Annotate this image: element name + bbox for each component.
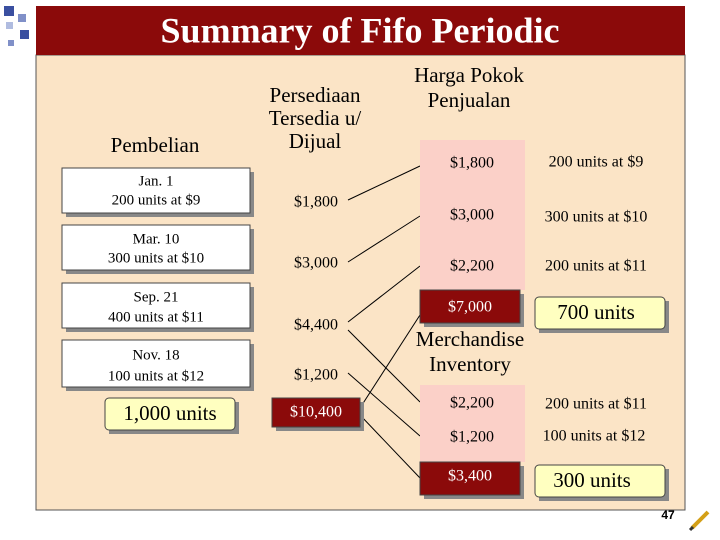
cogs-total: $7,000 [448, 299, 492, 316]
purchase-detail: 100 units at $12 [108, 368, 204, 384]
column-header: Harga Pokok [414, 63, 524, 87]
inventory-total: $3,400 [448, 468, 492, 485]
inventory-column [420, 385, 525, 462]
available-values: $1,800 $3,000 $4,400 $1,200 $10,400 [271, 194, 364, 431]
inventory-amount: $2,200 [450, 395, 494, 412]
available-value: $3,000 [294, 255, 338, 272]
cogs-amount: $1,800 [450, 155, 494, 172]
purchase-detail: 300 units at $10 [108, 250, 204, 266]
cogs-units: 200 units at $11 [545, 258, 647, 275]
cogs-column [420, 140, 525, 290]
page-number: 47 [661, 508, 675, 522]
purchase-total: 1,000 units [123, 401, 216, 425]
purchase-date: Nov. 18 [132, 347, 179, 363]
connectors [347, 165, 421, 479]
cogs-units: 300 units at $10 [545, 209, 648, 226]
available-value: $4,400 [294, 317, 338, 334]
available-value: $1,800 [294, 194, 338, 211]
cogs-amount: $2,200 [450, 258, 494, 275]
cogs-amount: $3,000 [450, 207, 494, 224]
purchase-date: Sep. 21 [134, 289, 179, 305]
inventory-amount: $1,200 [450, 429, 494, 446]
column-header: Persediaan [270, 83, 361, 107]
available-total: $10,400 [290, 404, 342, 421]
purchase-detail: 200 units at $9 [112, 192, 201, 208]
inventory-total-units: 300 units [553, 468, 631, 492]
purchase-detail: 400 units at $11 [108, 309, 204, 325]
section-header: Merchandise [416, 327, 524, 351]
column-header: Tersedia u/ [269, 106, 362, 130]
inventory-units: 200 units at $11 [545, 396, 647, 413]
title: Summary of Fifo Periodic [161, 10, 560, 50]
column-header: Pembelian [111, 133, 200, 157]
inventory: Merchandise Inventory $2,200 $1,200 200 … [416, 327, 669, 501]
purchase-date: Jan. 1 [139, 173, 174, 189]
column-header: Penjualan [428, 88, 511, 112]
title-bar [36, 6, 685, 55]
available-value: $1,200 [294, 367, 338, 384]
section-header: Inventory [429, 352, 511, 376]
decoration [4, 6, 29, 46]
column-header: Dijual [289, 129, 342, 153]
inventory-units: 100 units at $12 [543, 428, 646, 445]
cogs-units: 200 units at $9 [549, 154, 644, 171]
cogs: $1,800 $3,000 $2,200 200 units at $9 300… [419, 140, 669, 333]
purchase-date: Mar. 10 [133, 231, 180, 247]
pencil-icon [688, 510, 710, 532]
purchase-boxes: Jan. 1 200 units at $9 Mar. 10 300 units… [61, 167, 254, 434]
cogs-total-units: 700 units [557, 300, 635, 324]
